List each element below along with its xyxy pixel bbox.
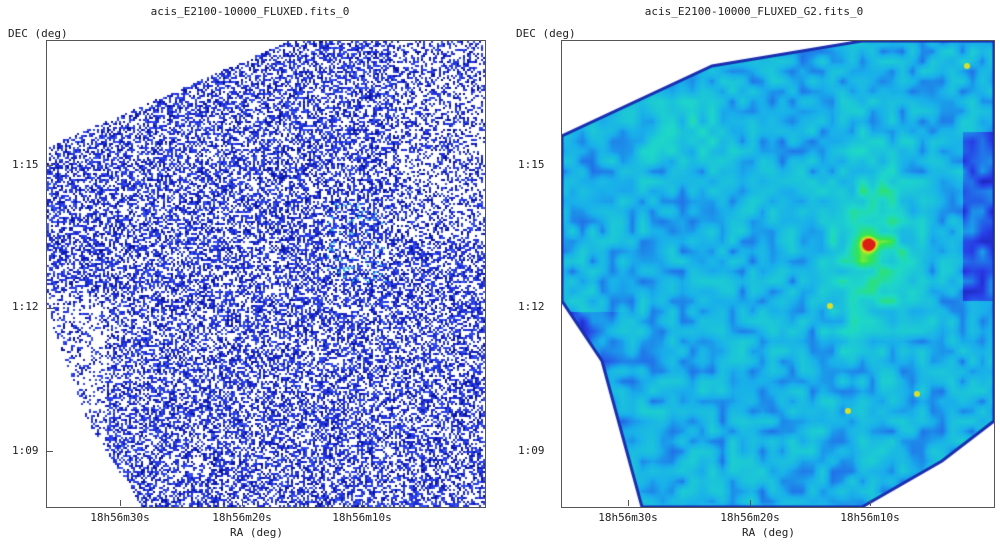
tick-mark	[362, 500, 363, 506]
dec-tick-label: 1:12	[12, 300, 39, 313]
tick-mark	[120, 500, 121, 506]
dec-tick-label: 1:09	[12, 444, 39, 457]
fluxed-image	[47, 41, 485, 507]
ra-axis-label: RA (deg)	[230, 526, 283, 539]
image-panel-smoothed: acis_E2100-10000_FLUXED_G2.fits_0 DEC (d…	[508, 0, 1000, 548]
image-panel-raw: acis_E2100-10000_FLUXED.fits_0 DEC (deg)…	[8, 5, 486, 539]
ra-tick-label: 18h56m20s	[720, 511, 780, 524]
dec-tick-label: 1:09	[518, 444, 545, 457]
tick-mark	[47, 165, 53, 166]
panel-title: acis_E2100-10000_FLUXED_G2.fits_0	[644, 5, 864, 18]
smoothed-image	[562, 41, 994, 507]
panel-title: acis_E2100-10000_FLUXED.fits_0	[150, 5, 350, 18]
ra-axis-label: RA (deg)	[742, 526, 795, 539]
tick-mark	[47, 451, 53, 452]
tick-mark	[47, 308, 53, 309]
tick-mark	[242, 500, 243, 506]
image-frame	[46, 40, 486, 508]
image-frame	[561, 40, 995, 508]
ra-tick-label: 18h56m10s	[332, 511, 392, 524]
dec-tick-label: 1:15	[12, 158, 39, 171]
tick-mark	[870, 500, 871, 506]
dec-tick-label: 1:12	[518, 300, 545, 313]
tick-mark	[628, 500, 629, 506]
ra-tick-label: 18h56m30s	[598, 511, 658, 524]
dec-tick-label: 1:15	[518, 158, 545, 171]
ra-tick-label: 18h56m10s	[840, 511, 900, 524]
ra-tick-label: 18h56m20s	[212, 511, 272, 524]
tick-mark	[750, 500, 751, 506]
dec-axis-label: DEC (deg)	[516, 27, 576, 40]
ra-tick-label: 18h56m30s	[90, 511, 150, 524]
dec-axis-label: DEC (deg)	[8, 27, 68, 40]
